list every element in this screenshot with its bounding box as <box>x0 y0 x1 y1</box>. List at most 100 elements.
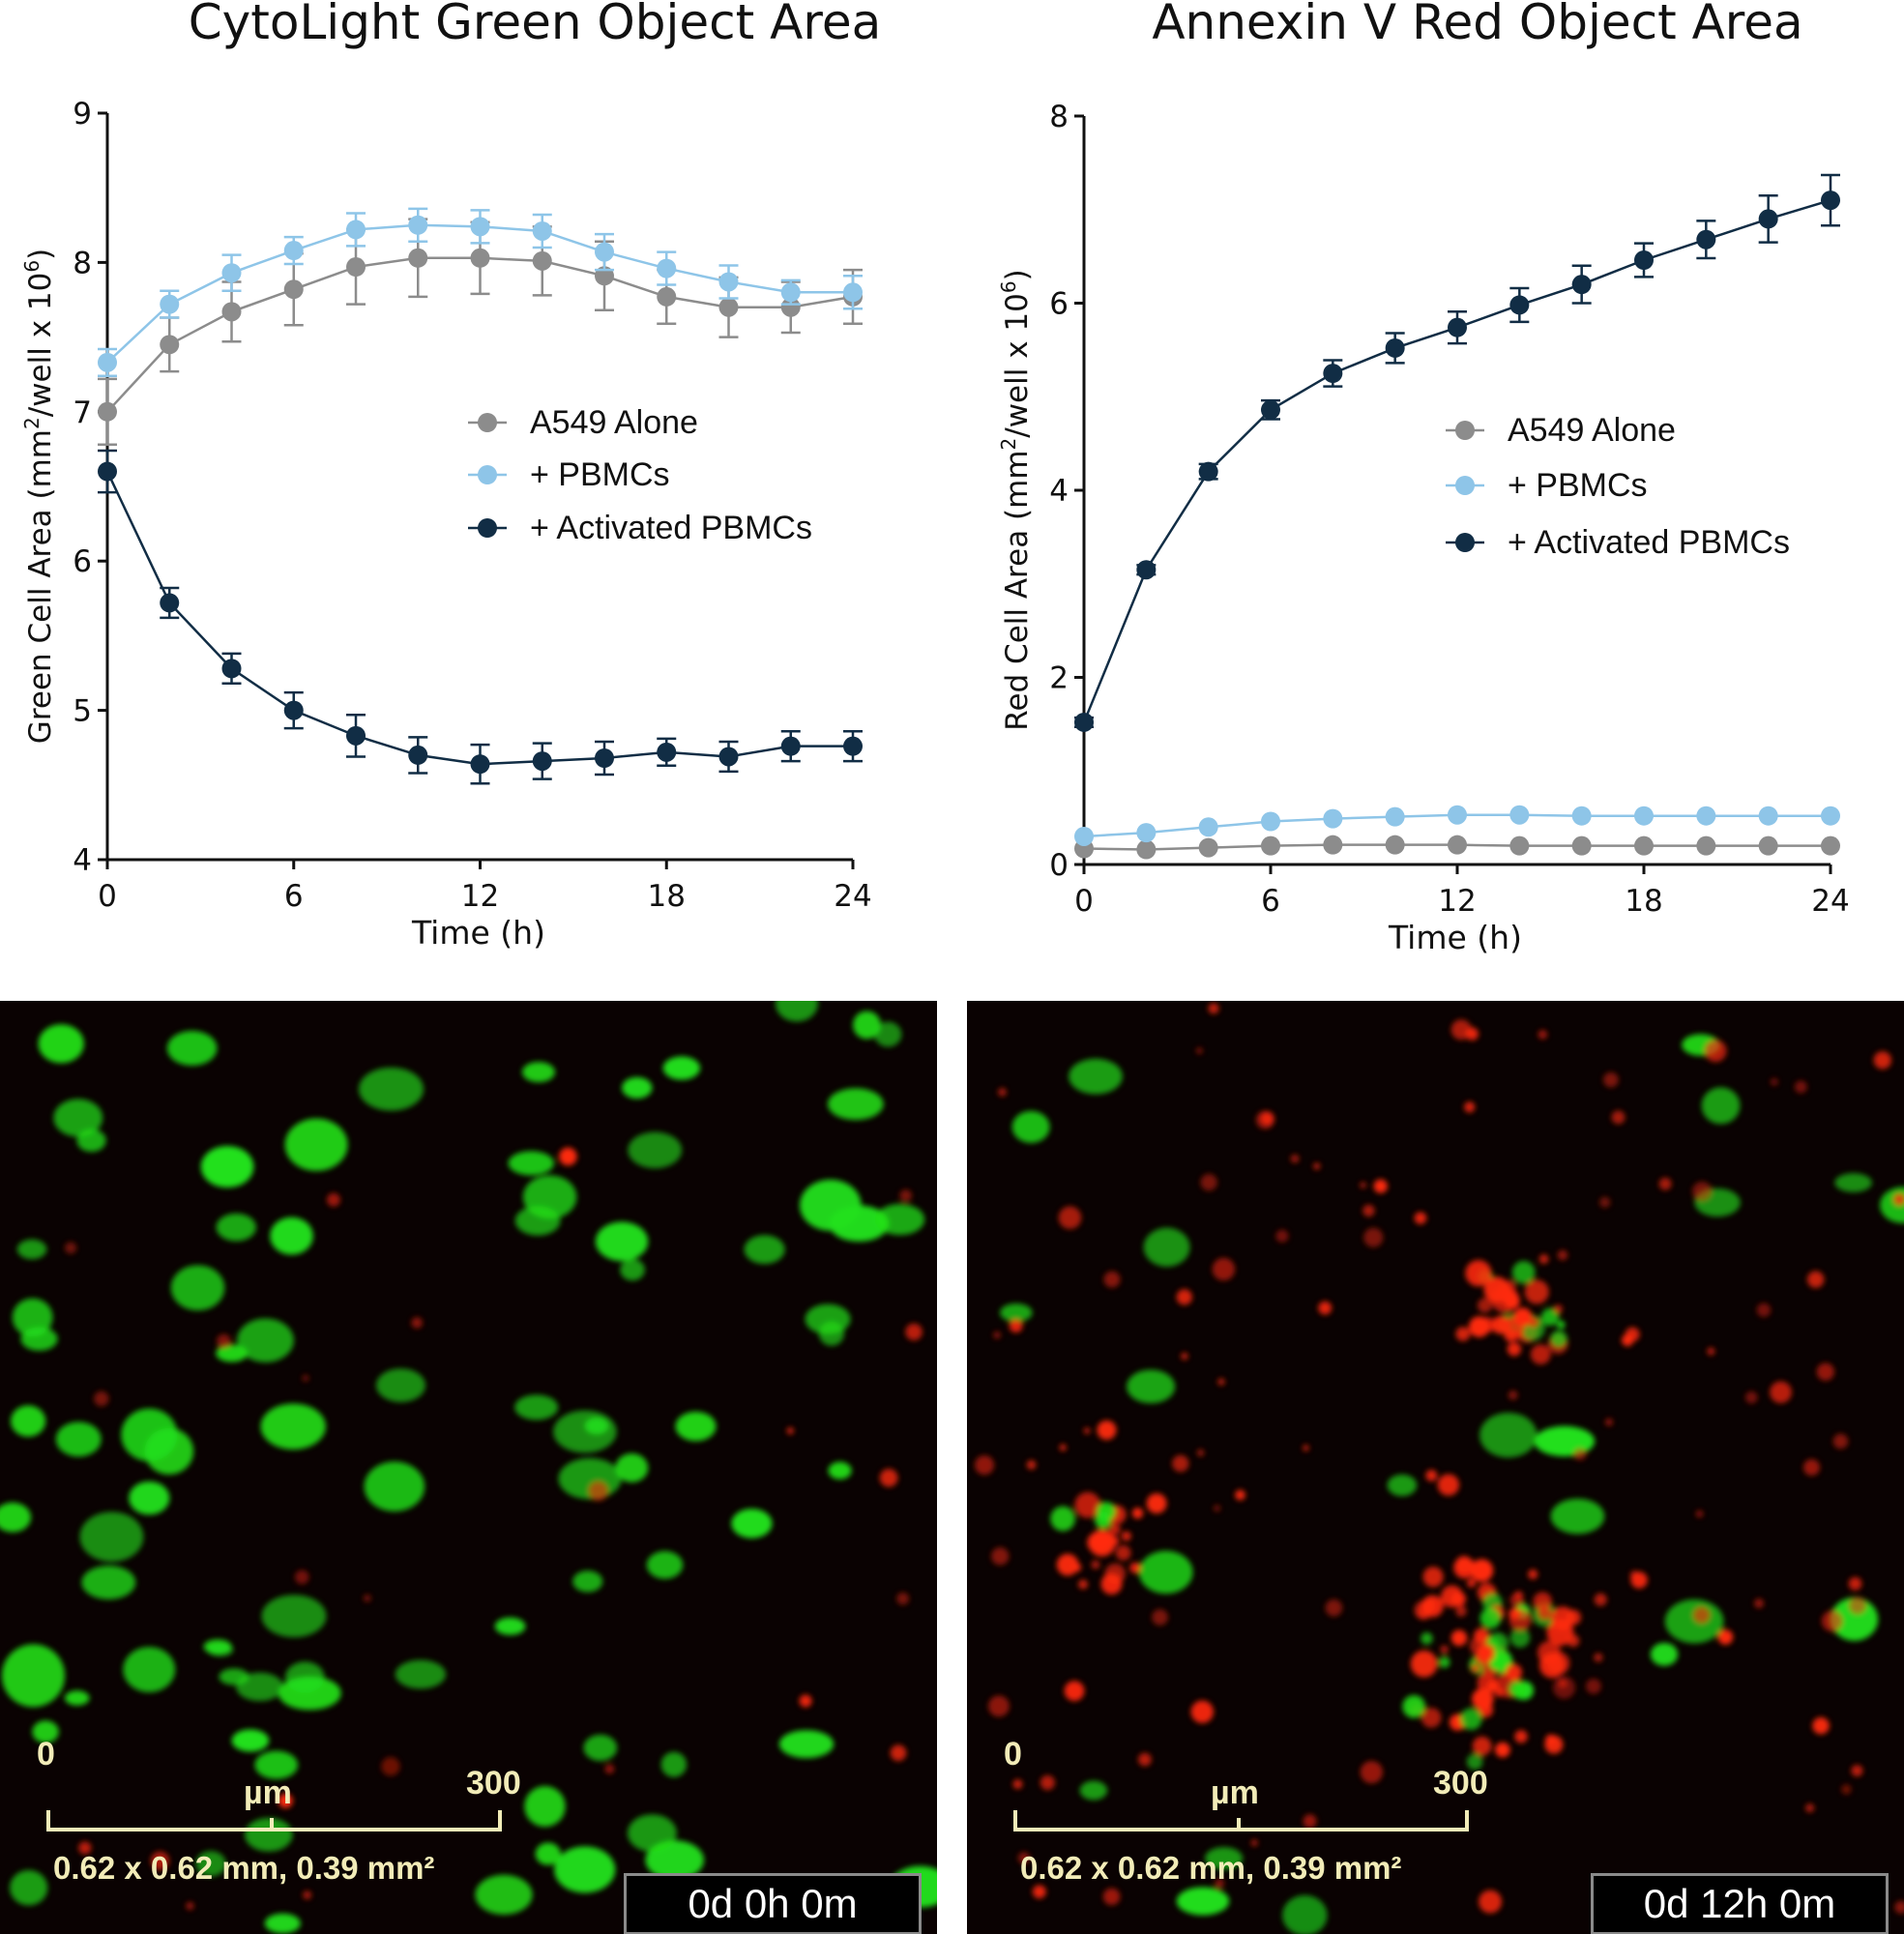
cell-cluster-member <box>1474 1627 1489 1644</box>
green-cell <box>875 1203 925 1236</box>
green-cell <box>514 1206 561 1236</box>
cell-cluster-member <box>1557 1320 1566 1330</box>
red-cell <box>1552 1676 1576 1699</box>
data-point <box>1634 806 1654 826</box>
x-axis-label: Time (h) <box>1388 919 1522 956</box>
red-cell <box>974 1454 995 1476</box>
cell-cluster-member <box>1479 1317 1496 1333</box>
green-cell <box>195 1851 226 1877</box>
data-point <box>283 241 304 261</box>
red-cell <box>1026 1459 1037 1470</box>
green-cell <box>1127 1369 1176 1404</box>
data-point <box>1571 275 1592 295</box>
series--activated-pbmcs <box>1074 173 1840 732</box>
red-cell <box>1605 1418 1613 1426</box>
cell-cluster-member <box>1495 1742 1510 1758</box>
data-point <box>160 593 180 613</box>
red-cell <box>150 1851 170 1870</box>
green-cell <box>1 1644 66 1708</box>
red-cell <box>1064 1681 1085 1702</box>
data-point <box>1385 806 1405 827</box>
red-cell <box>1360 1760 1383 1784</box>
red-cell <box>1017 1852 1031 1864</box>
green-cell <box>628 1131 683 1169</box>
red-cell <box>1893 1193 1904 1206</box>
cell-cluster-member <box>1421 1632 1433 1645</box>
cell-cluster-member <box>1509 1608 1532 1631</box>
cell-cluster-member <box>1472 1736 1492 1756</box>
red-cell <box>1414 1212 1427 1224</box>
green-cell <box>216 1213 256 1242</box>
red-cell <box>294 1569 309 1585</box>
legend-marker <box>478 465 497 484</box>
y-tick-label: 4 <box>1049 474 1069 509</box>
green-cell <box>662 1056 701 1080</box>
cell-cluster-member <box>1071 1563 1082 1572</box>
data-point <box>1634 249 1654 270</box>
data-point <box>532 751 552 772</box>
green-cell <box>514 1394 559 1421</box>
red-cell <box>1152 1609 1169 1626</box>
data-point <box>408 248 428 268</box>
cell-cluster-member <box>1421 1707 1442 1728</box>
cell-cluster-member <box>1100 1573 1123 1595</box>
red-cell <box>1318 1301 1333 1315</box>
red-cell <box>326 1192 340 1207</box>
data-point <box>1261 811 1280 832</box>
data-point <box>1323 808 1343 829</box>
x-tick-label: 12 <box>1438 884 1476 919</box>
red-cell <box>988 1695 1010 1717</box>
red-cell <box>1425 1469 1438 1481</box>
series-a549-alone <box>98 218 863 447</box>
cell-cluster-member <box>1514 1730 1528 1744</box>
red-cell <box>1362 1204 1375 1217</box>
red-cell <box>1097 1420 1117 1440</box>
cell-cluster-member <box>1482 1562 1492 1572</box>
y-axis-label-part: /well x 10 <box>1000 293 1035 438</box>
red-cell <box>993 1331 1001 1339</box>
red-cell <box>786 1427 794 1435</box>
green-cell <box>166 1030 218 1067</box>
x-axis-label: Time (h) <box>411 914 545 952</box>
data-point <box>98 401 117 422</box>
cell-cluster-member <box>1540 1307 1560 1327</box>
green-cell <box>1138 1550 1193 1595</box>
superscript: 2 <box>20 417 44 429</box>
scale-bar-mid-tick <box>270 1818 274 1828</box>
red-cell <box>1303 1814 1317 1829</box>
green-cell <box>0 1502 32 1533</box>
red-cell <box>1573 1448 1587 1461</box>
y-tick-label: 6 <box>1049 287 1069 322</box>
red-cell <box>1235 1489 1245 1501</box>
green-cell <box>475 1874 533 1915</box>
red-cell <box>1146 1493 1167 1514</box>
data-point <box>1696 229 1716 249</box>
x-tick-label: 12 <box>461 879 499 914</box>
cell-cluster-member <box>1455 1605 1467 1617</box>
red-cell <box>1794 1080 1807 1094</box>
data-point <box>160 335 180 355</box>
scale-unit: µm <box>244 1774 292 1811</box>
data-point <box>1261 835 1280 856</box>
green-cell <box>645 1840 704 1880</box>
data-point <box>1448 835 1467 855</box>
data-point <box>780 282 801 303</box>
green-cell <box>1069 1058 1123 1095</box>
green-cell <box>1000 1304 1033 1322</box>
cell-cluster-member <box>1544 1735 1564 1754</box>
red-cell <box>1707 1347 1715 1356</box>
green-cell <box>775 1001 818 1022</box>
legend-marker <box>1455 421 1475 440</box>
red-cell <box>1479 1890 1503 1914</box>
red-cell <box>1630 1571 1648 1589</box>
cell-cluster-member <box>1056 1553 1079 1576</box>
green-cell <box>170 1265 225 1311</box>
red-cell <box>1290 1154 1300 1163</box>
data-point <box>657 286 677 307</box>
red-cell <box>1692 1181 1713 1202</box>
data-point <box>595 748 614 769</box>
red-cell <box>1215 1878 1224 1889</box>
data-point <box>718 747 739 767</box>
scale-min: 0 <box>37 1736 55 1773</box>
x-tick-label: 18 <box>648 879 686 914</box>
